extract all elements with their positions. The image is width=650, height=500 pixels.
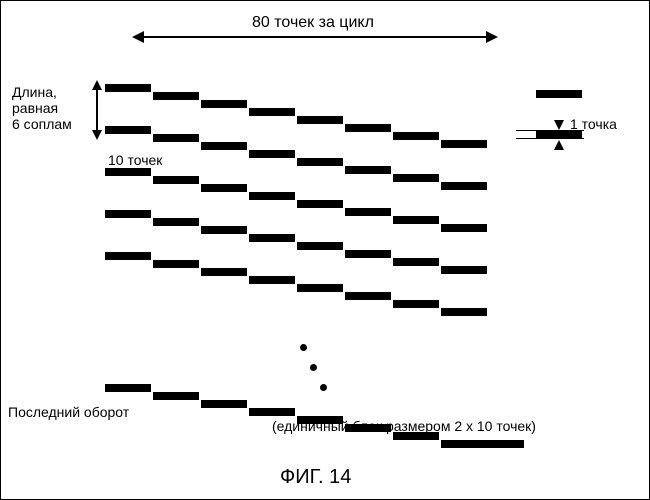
bar xyxy=(249,150,295,158)
label-last_turn: Последний оборот xyxy=(8,404,129,420)
bar xyxy=(153,392,199,400)
ellipsis-dot xyxy=(300,344,307,351)
label-top: 80 точек за цикл xyxy=(252,14,374,32)
top-arrow-line xyxy=(144,36,486,38)
bar xyxy=(105,84,151,92)
bar xyxy=(153,92,199,100)
bar xyxy=(153,176,199,184)
bar xyxy=(393,132,439,140)
bar xyxy=(201,184,247,192)
bar xyxy=(297,158,343,166)
bar xyxy=(201,400,247,408)
bar xyxy=(345,166,391,174)
bar xyxy=(201,100,247,108)
ellipsis-dot xyxy=(310,364,317,371)
bar xyxy=(345,250,391,258)
label-fig: ФИГ. 14 xyxy=(280,466,351,489)
bar xyxy=(201,226,247,234)
bar xyxy=(441,224,487,232)
left-varrow-line xyxy=(96,90,98,130)
top-arrow-head-right xyxy=(486,31,498,43)
bar xyxy=(393,174,439,182)
bar xyxy=(201,142,247,150)
bar xyxy=(153,260,199,268)
label-one_point: 1 точка xyxy=(570,116,617,132)
bar xyxy=(105,168,151,176)
bar xyxy=(153,134,199,142)
bar xyxy=(345,208,391,216)
bar xyxy=(297,200,343,208)
bar xyxy=(441,308,487,316)
one-point-line-bot xyxy=(516,138,584,139)
bar xyxy=(105,252,151,260)
bar xyxy=(201,268,247,276)
bar xyxy=(441,182,487,190)
one-point-arrow-down xyxy=(554,120,564,130)
bar xyxy=(249,108,295,116)
bar xyxy=(441,140,487,148)
bar xyxy=(345,292,391,300)
bar xyxy=(297,242,343,250)
label-unit_block: (единичный блок размером 2 х 10 точек) xyxy=(272,418,536,434)
bar xyxy=(249,276,295,284)
ellipsis-dot xyxy=(320,384,327,391)
bar xyxy=(441,266,487,274)
top-arrow-head-left xyxy=(132,31,144,43)
bar xyxy=(249,234,295,242)
left-varrow-down xyxy=(92,130,102,140)
bar xyxy=(297,116,343,124)
bar xyxy=(105,126,151,134)
one-point-arrow-up xyxy=(554,140,564,150)
bar xyxy=(249,408,295,416)
bar xyxy=(536,90,582,98)
left-varrow-up xyxy=(92,80,102,90)
bar xyxy=(105,384,151,392)
bar xyxy=(393,216,439,224)
bar xyxy=(393,300,439,308)
bar xyxy=(105,210,151,218)
diagram-stage: 80 точек за цикл Длина, равная 6 соплам 10… xyxy=(0,0,650,500)
bar xyxy=(153,218,199,226)
label-ten_points: 10 точек xyxy=(108,152,162,168)
bar xyxy=(345,124,391,132)
bar xyxy=(297,284,343,292)
bar xyxy=(249,192,295,200)
bar xyxy=(478,440,524,448)
bar xyxy=(393,258,439,266)
label-left_len: Длина, равная 6 соплам xyxy=(12,84,72,132)
